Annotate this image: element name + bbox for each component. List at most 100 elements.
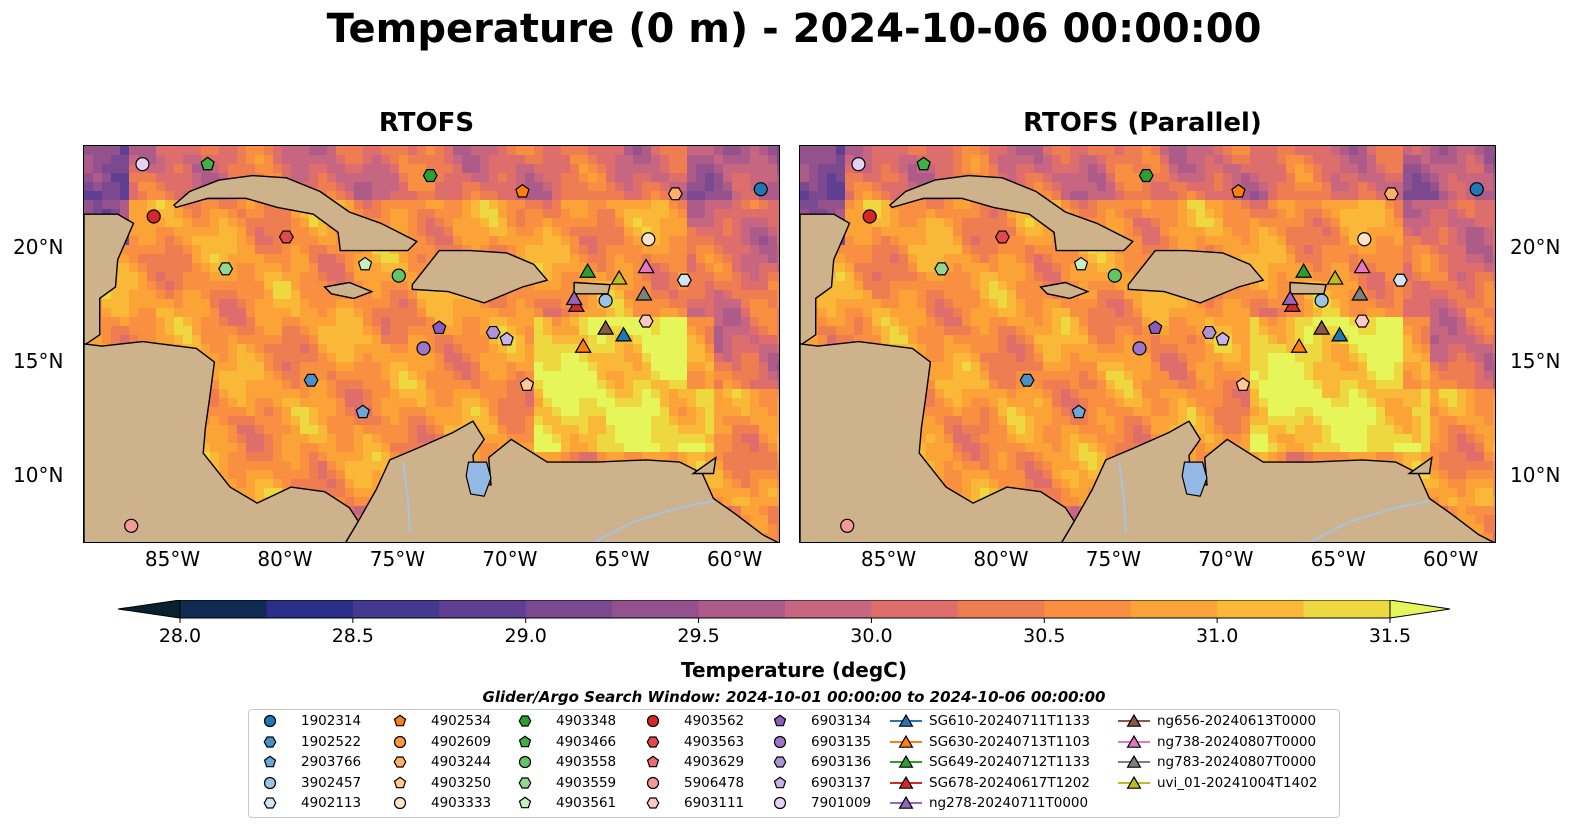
- legend-marker[interactable]: [773, 735, 787, 748]
- marker-6903137[interactable]: [1215, 331, 1230, 346]
- legend-marker[interactable]: [393, 756, 407, 768]
- marker-1902314[interactable]: [753, 182, 768, 197]
- marker-6903136[interactable]: [1201, 325, 1217, 339]
- marker-4903561[interactable]: [1073, 256, 1089, 271]
- legend-marker[interactable]: [773, 714, 787, 727]
- marker-6903134[interactable]: [432, 320, 447, 335]
- legend-marker[interactable]: [263, 714, 277, 728]
- marker-4903561[interactable]: [357, 256, 373, 271]
- legend-marker[interactable]: [1126, 734, 1142, 748]
- marker-4903333[interactable]: [1357, 232, 1372, 247]
- marker-SG630-20240713T1103[interactable]: [1290, 337, 1308, 353]
- marker-4903348[interactable]: [1138, 169, 1154, 183]
- marker-4903466[interactable]: [916, 156, 931, 171]
- legend-marker[interactable]: [518, 734, 532, 747]
- marker-ng783-20240807T0000[interactable]: [635, 285, 653, 301]
- marker-7901009[interactable]: [851, 157, 866, 172]
- marker-1902522[interactable]: [1019, 373, 1035, 387]
- marker-3902457[interactable]: [1314, 293, 1329, 308]
- marker-4903562[interactable]: [146, 209, 161, 224]
- marker-5906478[interactable]: [124, 518, 139, 533]
- marker-ng278-20240711T0000[interactable]: [565, 290, 583, 306]
- marker-4902113[interactable]: [676, 273, 692, 287]
- marker-6903137[interactable]: [499, 331, 514, 346]
- marker-6903111[interactable]: [1354, 314, 1370, 328]
- legend-marker[interactable]: [898, 734, 914, 748]
- legend-marker[interactable]: [1126, 713, 1142, 727]
- marker-ng278-20240711T0000[interactable]: [1281, 290, 1299, 306]
- legend-marker[interactable]: [773, 775, 787, 788]
- marker-4903244[interactable]: [667, 187, 683, 201]
- legend-marker[interactable]: [1126, 754, 1142, 768]
- legend-marker[interactable]: [263, 755, 277, 768]
- marker-6903134[interactable]: [1148, 320, 1163, 335]
- marker-ng656-20240613T0000[interactable]: [1312, 319, 1331, 335]
- legend-marker[interactable]: [263, 776, 277, 789]
- marker-SG610-20240711T1133[interactable]: [614, 326, 633, 342]
- legend-marker[interactable]: [646, 735, 660, 748]
- legend-marker[interactable]: [898, 713, 914, 727]
- legend-marker[interactable]: [773, 796, 787, 810]
- legend-marker[interactable]: [646, 755, 660, 768]
- marker-1902314[interactable]: [1469, 182, 1484, 197]
- marker-uvi_01-20241004T1402[interactable]: [610, 269, 628, 285]
- marker-3902457[interactable]: [598, 293, 613, 308]
- marker-6903111[interactable]: [638, 314, 654, 328]
- marker-4903562[interactable]: [862, 209, 877, 224]
- legend-marker[interactable]: [518, 755, 532, 769]
- legend-marker[interactable]: [898, 775, 914, 789]
- marker-7901009[interactable]: [135, 157, 150, 172]
- marker-SG610-20240711T1133[interactable]: [1330, 326, 1349, 342]
- legend-marker[interactable]: [393, 775, 407, 788]
- map-panel-rtofs[interactable]: [83, 145, 780, 543]
- legend-marker[interactable]: [393, 714, 407, 727]
- marker-4903250[interactable]: [1235, 377, 1251, 391]
- marker-4903348[interactable]: [422, 169, 438, 183]
- legend-marker[interactable]: [773, 756, 787, 768]
- marker-4903250[interactable]: [519, 377, 535, 391]
- marker-2903766[interactable]: [355, 404, 370, 419]
- legend-marker[interactable]: [518, 776, 532, 789]
- legend-marker[interactable]: [393, 796, 407, 810]
- marker-4903563[interactable]: [994, 230, 1010, 244]
- marker-4903558[interactable]: [391, 268, 406, 283]
- marker-4903559[interactable]: [218, 262, 234, 276]
- legend-marker[interactable]: [1126, 775, 1142, 789]
- marker-4902534[interactable]: [515, 183, 530, 198]
- marker-ng656-20240613T0000[interactable]: [596, 319, 615, 335]
- marker-4903563[interactable]: [278, 230, 294, 244]
- marker-ng738-20240807T0000[interactable]: [1353, 258, 1371, 274]
- legend-marker-icon: [393, 735, 407, 748]
- legend-marker[interactable]: [393, 735, 407, 748]
- marker-4903244[interactable]: [1383, 187, 1399, 201]
- marker-6903136[interactable]: [485, 325, 501, 339]
- marker-SG630-20240713T1103[interactable]: [574, 337, 592, 353]
- marker-6903135[interactable]: [1132, 341, 1147, 356]
- map-panel-rtofs-parallel[interactable]: [799, 145, 1496, 543]
- legend-marker[interactable]: [263, 735, 277, 748]
- legend-marker[interactable]: [646, 714, 660, 728]
- legend-marker[interactable]: [646, 776, 660, 789]
- marker-4903558[interactable]: [1107, 268, 1122, 283]
- marker-4903559[interactable]: [934, 262, 950, 276]
- legend-marker[interactable]: [263, 797, 277, 809]
- marker-4902113[interactable]: [1392, 273, 1408, 287]
- legend-marker[interactable]: [646, 797, 660, 809]
- marker-4903333[interactable]: [641, 232, 656, 247]
- legend-label: SG649-20240712T1133: [929, 754, 1090, 770]
- marker-2903766[interactable]: [1071, 404, 1086, 419]
- legend-marker[interactable]: [518, 715, 532, 727]
- legend-marker[interactable]: [898, 795, 914, 809]
- legend-marker[interactable]: [898, 754, 914, 768]
- marker-ng738-20240807T0000[interactable]: [637, 258, 655, 274]
- marker-uvi_01-20241004T1402[interactable]: [1326, 269, 1344, 285]
- legend-marker[interactable]: [518, 796, 532, 809]
- marker-4903466[interactable]: [200, 156, 215, 171]
- marker-1902522[interactable]: [303, 373, 319, 387]
- marker-4902534[interactable]: [1231, 183, 1246, 198]
- marker-5906478[interactable]: [840, 518, 855, 533]
- marker-6903135[interactable]: [416, 341, 431, 356]
- marker-ng783-20240807T0000[interactable]: [1351, 285, 1369, 301]
- marker-SG649-20240712T1133[interactable]: [1295, 262, 1313, 278]
- marker-SG649-20240712T1133[interactable]: [579, 262, 597, 278]
